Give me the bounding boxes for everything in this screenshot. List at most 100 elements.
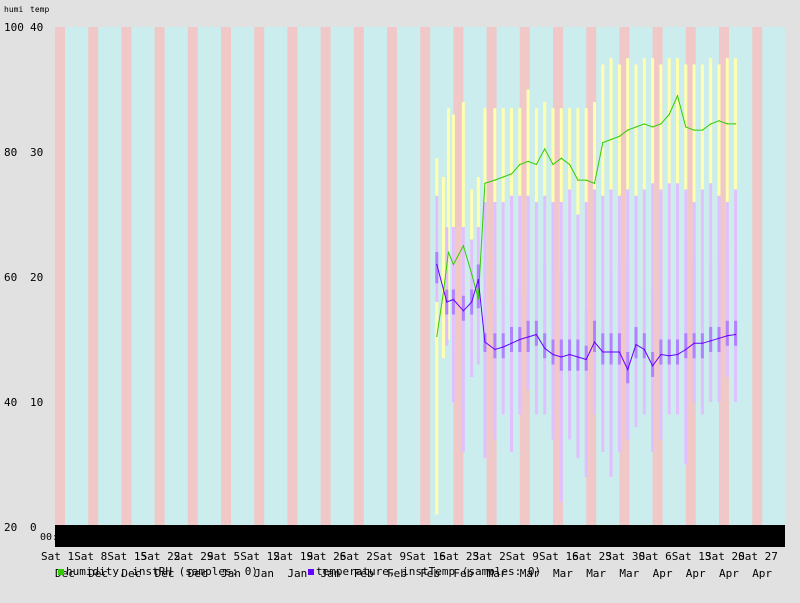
- temperature-core-bar: [534, 320, 538, 346]
- temperature-core-bar: [667, 339, 671, 365]
- temperature-core-bar: [501, 333, 505, 359]
- temperature-range-bar: [725, 202, 729, 377]
- temperature-point: [552, 353, 554, 356]
- time-strip-bar: [55, 525, 785, 547]
- humidity-point: [602, 142, 604, 144]
- temperature-point: [618, 351, 621, 353]
- humidity-range-bar: [676, 58, 679, 246]
- temperature-range-bar: [684, 189, 688, 465]
- humidity-point: [442, 292, 445, 294]
- humidity-range-bar: [700, 64, 704, 277]
- temperature-core-bar: [684, 333, 688, 359]
- legend-swatch: [308, 569, 314, 575]
- series-lines: [436, 94, 737, 371]
- temperature-point: [477, 278, 479, 281]
- temperature-range-bar: [501, 202, 505, 415]
- temperature-point: [685, 348, 687, 351]
- temperature-point: [668, 355, 670, 357]
- y-right-tick-label: 30: [30, 146, 43, 159]
- humidity-point: [519, 163, 521, 166]
- humidity-point: [735, 123, 737, 125]
- humidity-point: [726, 123, 728, 125]
- temperature-core-bar: [676, 339, 679, 365]
- temperature-core-bar: [493, 333, 497, 359]
- temperature-range-bar: [617, 195, 621, 452]
- temperature-range-bar: [584, 202, 588, 477]
- humidity-point: [569, 163, 571, 166]
- x-tick-month: Apr: [686, 567, 706, 580]
- temperature-point: [610, 351, 612, 353]
- x-tick-day: Sat 16: [539, 550, 579, 563]
- x-tick-month: Dec: [88, 567, 108, 580]
- humidity-range-bar: [461, 102, 465, 309]
- temperature-point: [471, 301, 473, 303]
- weekend-band: [320, 27, 331, 527]
- temperature-core-bar: [559, 339, 563, 371]
- x-tick-day: Sat 29: [174, 550, 214, 563]
- temperature-point: [494, 348, 496, 351]
- humidity-range-bar: [725, 58, 729, 246]
- x-tick-month: Apr: [653, 567, 673, 580]
- humidity-point: [627, 129, 629, 131]
- humidity-point: [471, 273, 473, 275]
- humidity-point: [477, 298, 479, 300]
- humidity-range-bar: [692, 64, 696, 259]
- x-tick-day: Sat 8: [74, 550, 107, 563]
- humidity-point: [560, 157, 562, 159]
- humidity-range-bar: [709, 58, 713, 259]
- range-bars: [435, 58, 738, 515]
- temperature-core-bar: [593, 320, 596, 352]
- weekend-band: [121, 27, 132, 527]
- temperature-range-bar: [445, 227, 449, 346]
- temperature-range-bar: [461, 227, 465, 452]
- y-right-tick-label: 20: [30, 271, 43, 284]
- weekend-band: [154, 27, 165, 527]
- humidity-range-bar: [642, 58, 646, 290]
- x-tick-day: Sat 9: [373, 550, 406, 563]
- temperature-range-bar: [526, 195, 530, 390]
- humidity-point: [552, 163, 554, 166]
- plot-area: [55, 27, 785, 527]
- y-left-tick-label: 100: [4, 21, 24, 34]
- y-left-tick-label: 80: [4, 146, 17, 159]
- temperature-point: [660, 353, 662, 356]
- x-tick-month: Apr: [719, 567, 739, 580]
- axis-label-right: temp: [30, 5, 49, 14]
- y-left-tick-label: 60: [4, 271, 17, 284]
- x-tick-day: Sat 23: [572, 550, 612, 563]
- temperature-core-bar: [543, 333, 547, 359]
- temperature-point: [735, 333, 737, 336]
- y-left-tick-label: 20: [4, 521, 17, 534]
- humidity-point: [452, 263, 454, 266]
- temperature-range-bar: [543, 195, 547, 415]
- temperature-core-bar: [651, 352, 655, 377]
- temperature-range-bar: [709, 183, 713, 402]
- temperature-point: [627, 368, 629, 371]
- temperature-range-bar: [717, 195, 721, 402]
- temperature-core-bar: [709, 327, 713, 352]
- x-tick-month: Apr: [752, 567, 772, 580]
- x-tick-day: Sat 13: [672, 550, 712, 563]
- weekend-band: [586, 27, 597, 527]
- x-tick-day: Sat 22: [141, 550, 181, 563]
- humidity-point: [436, 335, 438, 337]
- humidity-range-bar: [609, 58, 613, 277]
- x-tick-month: Feb: [453, 567, 473, 580]
- humidity-point: [643, 123, 645, 125]
- temperature-point: [462, 310, 464, 312]
- temperature-range-bar: [576, 214, 580, 459]
- humidity-point: [610, 138, 612, 141]
- weekend-band: [553, 27, 563, 527]
- temperature-point: [602, 351, 604, 353]
- temperature-range-bar: [435, 195, 439, 302]
- temperature-core-bar: [584, 345, 588, 371]
- temperature-core-bar: [568, 339, 572, 371]
- x-tick-day: Sat 16: [406, 550, 446, 563]
- x-tick-day: Sat 19: [273, 550, 313, 563]
- x-tick-month: Dec: [188, 567, 208, 580]
- temperature-range-bar: [659, 189, 663, 440]
- x-tick-day: Sat 2: [473, 550, 506, 563]
- temperature-core-bar: [609, 333, 613, 365]
- x-tick-month: Jan: [287, 567, 307, 580]
